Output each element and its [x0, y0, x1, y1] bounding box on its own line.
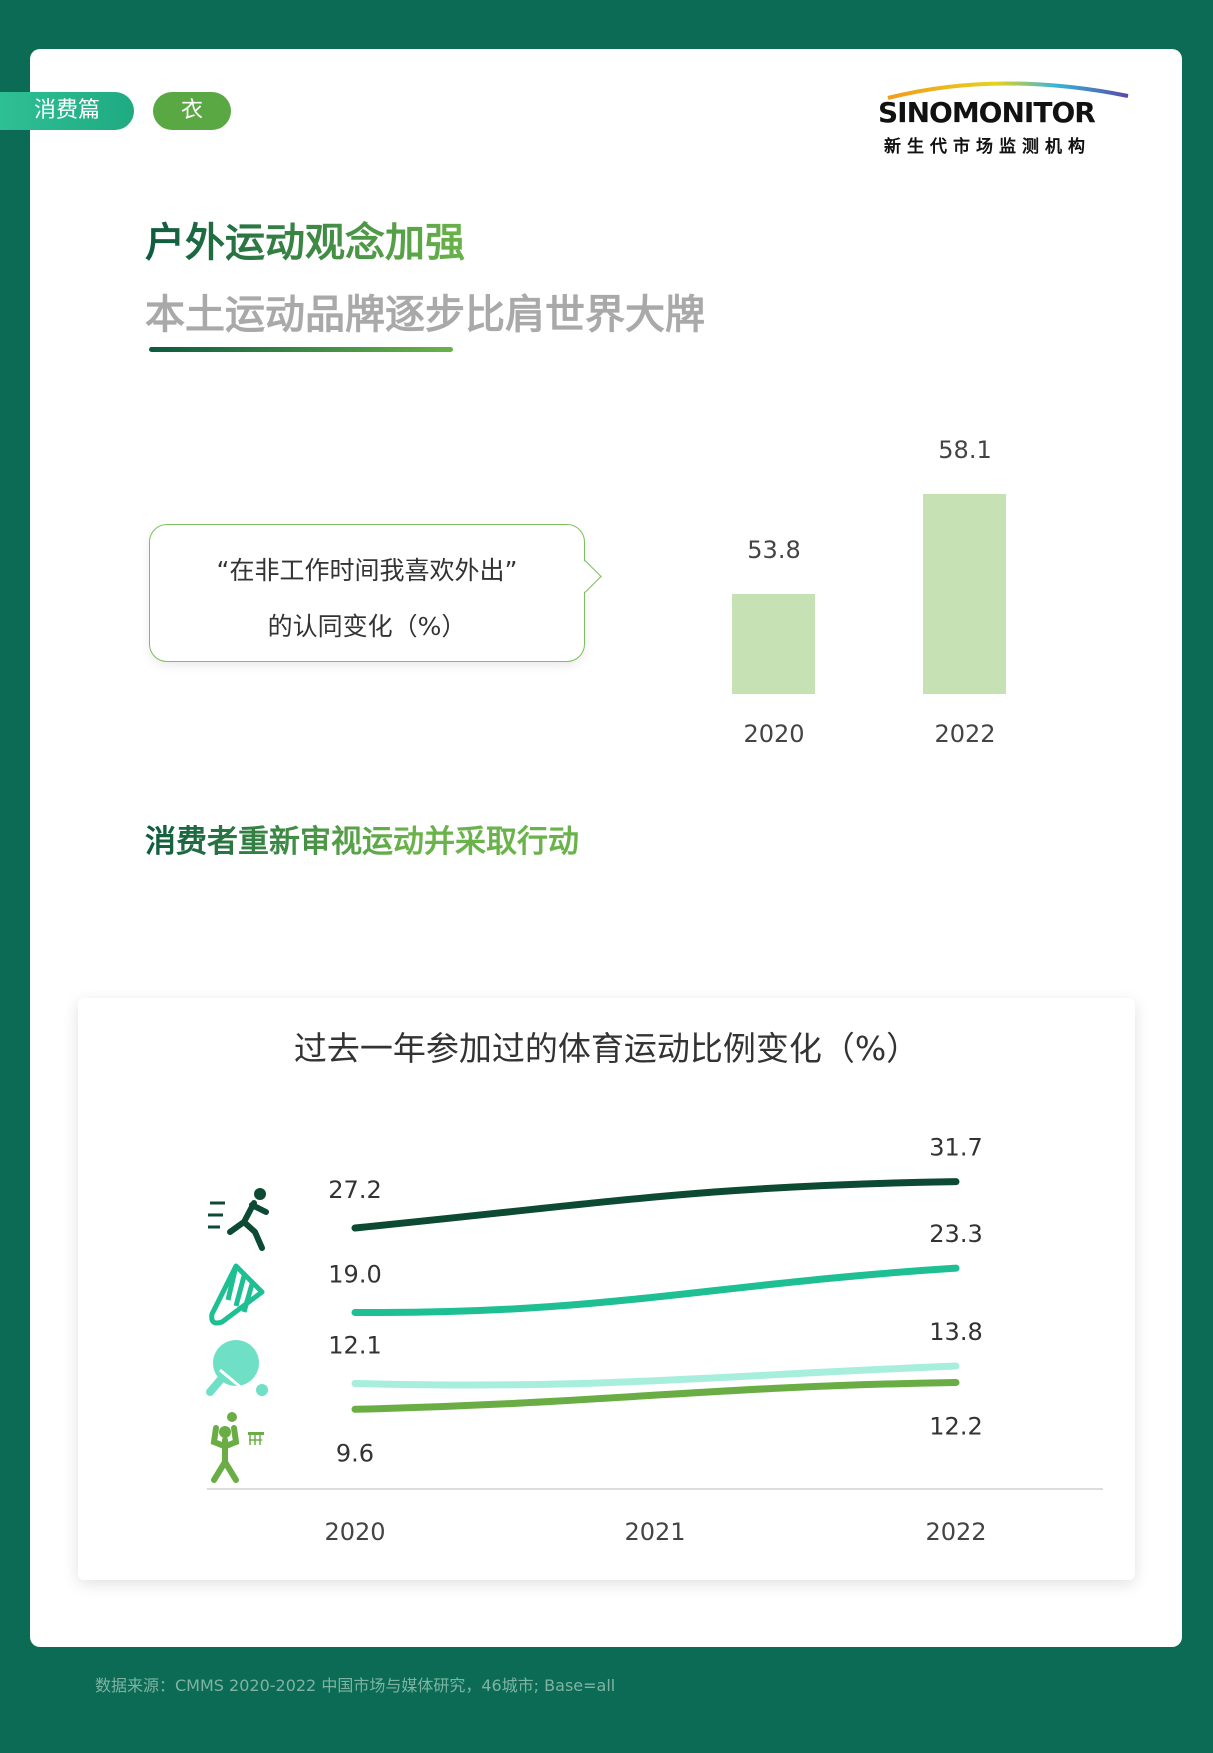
running-icon [208, 1188, 269, 1251]
title-underline [149, 347, 453, 352]
line-chart-title: 过去一年参加过的体育运动比例变化（%） [293, 1029, 920, 1068]
bar-2020 [732, 594, 815, 694]
data-label: 12.1 [328, 1332, 381, 1360]
bar-value-label: 58.1 [938, 436, 992, 465]
line-chart-card [78, 998, 1135, 1580]
badminton-icon [209, 1263, 265, 1326]
data-label: 27.2 [328, 1176, 381, 1204]
data-label: 31.7 [929, 1134, 982, 1162]
sinomonitor-logo: SINOMONITOR 新生代市场监测机构 [878, 76, 1134, 157]
section-tag: 消费篇 [0, 92, 134, 130]
section-heading: 消费者重新审视运动并采取行动 [145, 816, 579, 861]
data-label: 19.0 [328, 1260, 381, 1288]
bubble-line1: “在非工作时间我喜欢外出” [216, 556, 518, 585]
x-tick-label: 2021 [624, 1518, 685, 1546]
series-line-badminton [351, 1264, 960, 1317]
basketball-icon [210, 1412, 264, 1483]
bar-2022 [923, 494, 1006, 694]
data-label: 12.2 [929, 1413, 982, 1441]
series-line-running [351, 1178, 960, 1232]
data-label: 9.6 [336, 1439, 374, 1467]
category-tag: 衣 [153, 92, 231, 130]
table-tennis-icon [206, 1340, 268, 1396]
page-title: 户外运动观念加强 [145, 210, 465, 268]
bar-category-label: 2022 [934, 720, 996, 748]
bubble-line2: 的认同变化（%） [267, 612, 467, 641]
data-label: 23.3 [929, 1220, 982, 1248]
data-label: 13.8 [929, 1318, 982, 1346]
series-line-table-tennis [351, 1362, 960, 1389]
logo-tagline: 新生代市场监测机构 [884, 137, 1091, 157]
logo-arc-icon [887, 81, 1129, 100]
x-tick-label: 2020 [324, 1518, 385, 1546]
bar-category-label: 2020 [743, 720, 805, 748]
bar-chart-caption-bubble: “在非工作时间我喜欢外出” 的认同变化（%） [149, 524, 602, 662]
x-tick-label: 2022 [925, 1518, 986, 1546]
data-source-footer: 数据来源：CMMS 2020-2022 中国市场与媒体研究，46城市; Base… [95, 1676, 616, 1695]
series-line-basketball [351, 1379, 960, 1413]
bar-value-label: 53.8 [747, 536, 801, 565]
logo-wordmark: SINOMONITOR [878, 96, 1096, 129]
page-subtitle: 本土运动品牌逐步比肩世界大牌 [145, 292, 705, 338]
